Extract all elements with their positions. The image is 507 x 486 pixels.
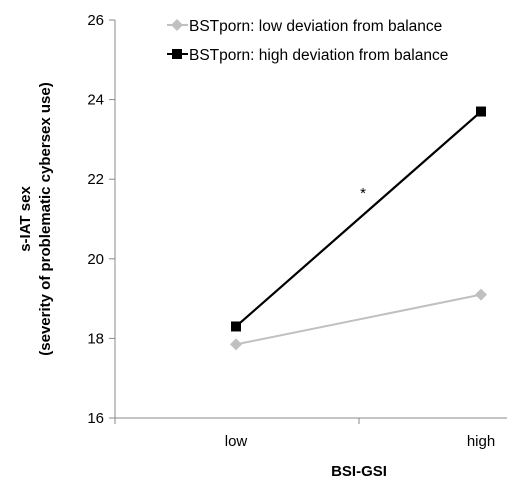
- series-2-point: [231, 321, 241, 332]
- y-tick-label: 26: [87, 12, 104, 29]
- x-tick-label: low: [225, 433, 248, 450]
- y-tick-label: 18: [87, 330, 104, 347]
- y-axis-title-line: s-IAT sex: [17, 186, 34, 252]
- series-1-point: [475, 288, 487, 301]
- x-tick-label: high: [467, 433, 495, 450]
- x-axis: low high: [114, 417, 507, 450]
- y-tick-label: 24: [87, 92, 104, 109]
- legend-marker-1: [171, 19, 183, 31]
- series-line-2: [235, 110, 482, 328]
- y-axis: 16 18 20 22 24 26: [87, 12, 116, 427]
- annotation-layer: *: [360, 185, 366, 202]
- x-axis-title: BSI-GSI: [331, 463, 387, 480]
- significance-annotation: *: [360, 185, 366, 202]
- legend: BSTporn: low deviation from balance BSTpo…: [167, 18, 448, 64]
- series-1-point: [230, 338, 242, 351]
- legend-marker-2: [172, 49, 182, 59]
- y-axis-title: s-IAT sex (severity of problematic cybers…: [17, 82, 54, 355]
- y-axis-title-line: (severity of problematic cybersex use): [37, 82, 54, 355]
- legend-label-1: BSTporn: low deviation from balance: [189, 18, 442, 35]
- series-line-1: [235, 293, 482, 346]
- y-tick-label: 20: [87, 251, 104, 268]
- y-tick-label: 22: [87, 171, 104, 188]
- legend-label-2: BSTporn: high deviation from balance: [189, 47, 448, 64]
- y-tick-label: 16: [87, 410, 104, 427]
- series-2-point: [476, 106, 486, 117]
- series-layer: [230, 106, 487, 351]
